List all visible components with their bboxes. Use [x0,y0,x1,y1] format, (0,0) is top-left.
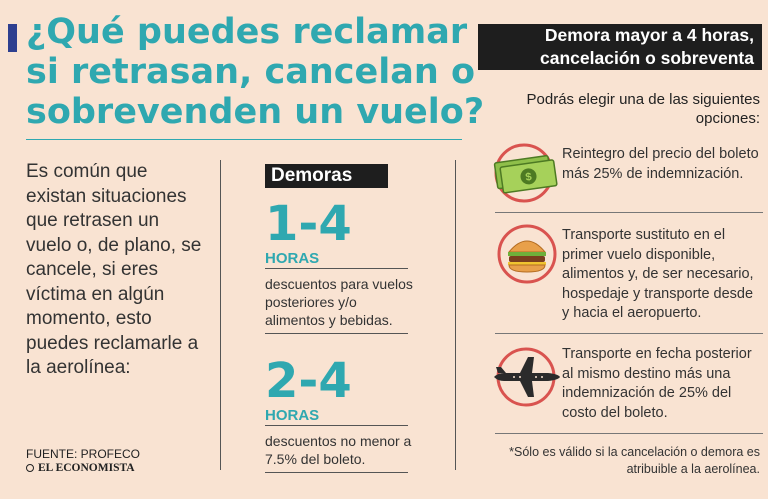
delay-unit-2: HORAS [265,407,320,424]
title-accent-bar [8,24,17,52]
major-delay-header: Demora mayor a 4 horas, cancelación o so… [478,24,762,70]
title-line-3: sobrevenden un vuelo? [26,92,485,132]
burger-icon [497,224,557,284]
footnote: *Sólo es válido si la cancelación o demo… [480,444,760,478]
options-intro: Podrás elegir una de las siguientes opci… [480,90,760,128]
footnote-line-1: *Sólo es válido si la cancelación o demo… [509,445,760,459]
logo-mark-icon [26,464,34,472]
option-text-1: Reintegro del precio del boleto más 25% … [562,145,759,184]
option-divider-3 [495,433,763,434]
option-2-line-1: Transporte sustituto en el [562,227,726,243]
option-divider-1 [495,212,763,213]
option-3-line-3: indemnización de 25% del [562,385,732,401]
option-text-2: Transporte sustituto en el primer vuelo … [562,226,754,324]
option-text-3: Transporte en fecha posterior al mismo d… [562,345,752,423]
option-3-line-4: costo del boleto. [562,404,668,421]
title-line-2: si retrasan, cancelan o [26,52,476,92]
title-line-1: ¿Qué puedes reclamar [26,12,468,52]
source-label: FUENTE: PROFECO [26,447,141,461]
option-1-line-2: más 25% de indemnización. [562,165,744,182]
delay-desc-2: descuentos no menor a 7.5% del boleto. [265,433,412,467]
delay-range-2: 2-4 [265,353,352,409]
delay-rule-2 [265,425,408,426]
page-title: ¿Qué puedes reclamar si retrasan, cancel… [26,12,485,132]
publisher-logo: EL ECONOMISTA [26,462,135,474]
delays-tag: Demoras [265,164,388,188]
column-divider-left [220,160,221,470]
options-intro-line-2: opciones: [695,110,760,127]
delay-rule-2b [265,472,408,473]
title-divider [26,139,462,140]
money-icon: $ [493,143,558,203]
option-3-line-1: Transporte en fecha posterior [562,346,752,362]
logo-text: EL ECONOMISTA [38,462,135,474]
major-header-line-2: cancelación o sobreventa [540,48,754,68]
delay-desc-1: descuentos para vuelos posteriores y/o a… [265,276,413,328]
delay-unit-1: HORAS [265,250,320,267]
options-intro-line-1: Podrás elegir una de las siguientes [526,91,760,108]
option-2-line-3: alimentos y, de ser necesario, [562,266,754,282]
option-2-line-2: primer vuelo disponible, [562,246,716,263]
option-divider-2 [495,333,763,334]
delay-rule-1b [265,333,408,334]
option-2-line-4: hospedaje y transporte desde [562,285,754,302]
option-2-line-5: y hacia el aeropuerto. [562,305,702,321]
airplane-icon [494,347,560,407]
intro-text: Es común que existan situaciones que ret… [26,161,202,378]
footnote-line-2: atribuible a la aerolínea. [626,462,760,476]
delay-range-1: 1-4 [265,196,352,252]
delay-rule-1 [265,268,408,269]
option-1-line-1: Reintegro del precio del boleto [562,146,759,162]
column-divider-right [455,160,456,470]
svg-text:$: $ [525,171,533,184]
major-header-line-1: Demora mayor a 4 horas, [544,25,754,45]
option-3-line-2: al mismo destino más una [562,365,731,382]
